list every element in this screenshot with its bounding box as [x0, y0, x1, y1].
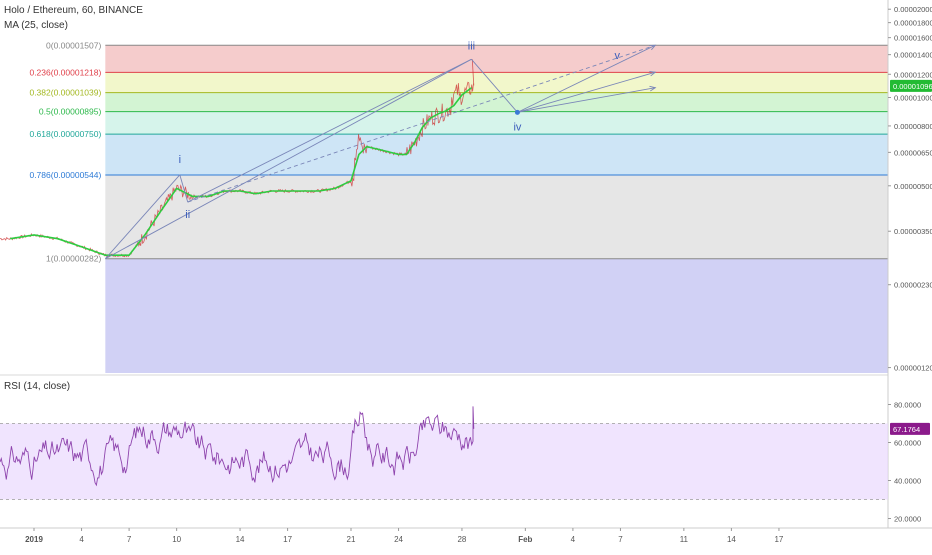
ma-label: MA (25, close): [4, 20, 68, 31]
time-axis-label: 4: [79, 535, 84, 544]
fib-band: [105, 92, 888, 112]
time-axis-label: 2019: [25, 535, 43, 544]
time-axis-label: 28: [457, 535, 466, 544]
elliott-wave-label-iv: iv: [513, 121, 521, 133]
wave-line: [187, 58, 472, 203]
price-axis-label: 0.00000500: [894, 182, 932, 191]
price-axis-label: 0.00001800: [894, 19, 932, 28]
elliott-wave-label-ii: ii: [185, 209, 190, 221]
time-axis-label: 11: [680, 535, 689, 544]
fib-band: [105, 175, 888, 259]
rsi-axis-label: 80.0000: [894, 401, 921, 410]
arrow-head: [649, 85, 657, 92]
price-axis-label: 0.00001400: [894, 51, 932, 60]
fib-level-label: 0.786(0.00000544): [29, 170, 101, 180]
fib-band: [105, 45, 888, 73]
price-axis-label: 0.00000350: [894, 227, 932, 236]
time-axis-label: 7: [618, 535, 623, 544]
wave-line: [105, 58, 472, 260]
time-axis-label: Feb: [518, 535, 532, 544]
price-axis-label: 0.00001000: [894, 94, 932, 103]
price-axis-label: 0.00000230: [894, 281, 932, 290]
fib-level-label: 0.618(0.00000750): [29, 129, 101, 139]
price-axis-label: 0.00000120: [894, 364, 932, 373]
time-axis-label: 17: [774, 535, 783, 544]
main-pane-bg: [0, 0, 888, 373]
rsi-axis-label: 60.0000: [894, 439, 921, 448]
fib-level-label: 0.236(0.00001218): [29, 67, 101, 77]
rsi-axis-label: 40.0000: [894, 477, 921, 486]
current-price-badge: [890, 79, 932, 92]
price-axis-label: 0.00001600: [894, 34, 932, 43]
rsi-axis-label: 20.0000: [894, 515, 921, 524]
time-axis-label: 24: [394, 535, 403, 544]
arrow-head: [649, 44, 657, 51]
elliott-wave-label-i: i: [179, 154, 181, 166]
current-rsi-value: 67.1764: [893, 425, 920, 434]
time-axis-label: 17: [283, 535, 292, 544]
wave-line: [471, 58, 518, 113]
fib-level-label: 0(0.00001507): [46, 40, 101, 50]
fib-band: [105, 111, 888, 135]
wave-line: [104, 174, 181, 260]
price-axis-label: 0.00000800: [894, 122, 932, 131]
fib-level-label: 0.382(0.00001039): [29, 88, 101, 98]
elliott-wave-label-iii: iii: [468, 40, 475, 52]
elliott-wave-label-v: v: [615, 50, 621, 62]
fib-band: [105, 72, 888, 93]
fib-level-label: 0.5(0.00000895): [39, 107, 102, 117]
time-axis-label: 14: [236, 535, 245, 544]
price-axis-label: 0.00002000: [894, 5, 932, 14]
price-axis-label: 0.00000650: [894, 148, 932, 157]
wave-line: [179, 174, 189, 203]
time-axis-label: 7: [127, 535, 132, 544]
wave-projection-line: [517, 71, 656, 113]
time-axis-label: 10: [172, 535, 181, 544]
time-axis-label: 14: [727, 535, 736, 544]
time-axis-label: 4: [571, 535, 576, 544]
fib-level-label: 1(0.00000282): [46, 254, 101, 264]
current-price-value: 0.00001096: [893, 82, 932, 91]
arrow-head: [649, 71, 657, 77]
rsi-label: RSI (14, close): [4, 381, 71, 392]
rsi-band: [0, 423, 888, 500]
wave-projection-line: [517, 44, 656, 113]
wave-projection-dashed: [187, 44, 656, 203]
fib-band: [105, 134, 888, 176]
fib-band: [105, 258, 888, 373]
rsi-series-line: [0, 406, 475, 487]
wave-projection-line: [517, 87, 656, 113]
wave-iv-marker: [514, 109, 520, 115]
chart-title: Holo / Ethereum, 60, BINANCE: [4, 5, 143, 16]
price-axis-label: 0.00001200: [894, 70, 932, 79]
time-axis-label: 21: [347, 535, 356, 544]
current-rsi-badge: [890, 422, 930, 435]
